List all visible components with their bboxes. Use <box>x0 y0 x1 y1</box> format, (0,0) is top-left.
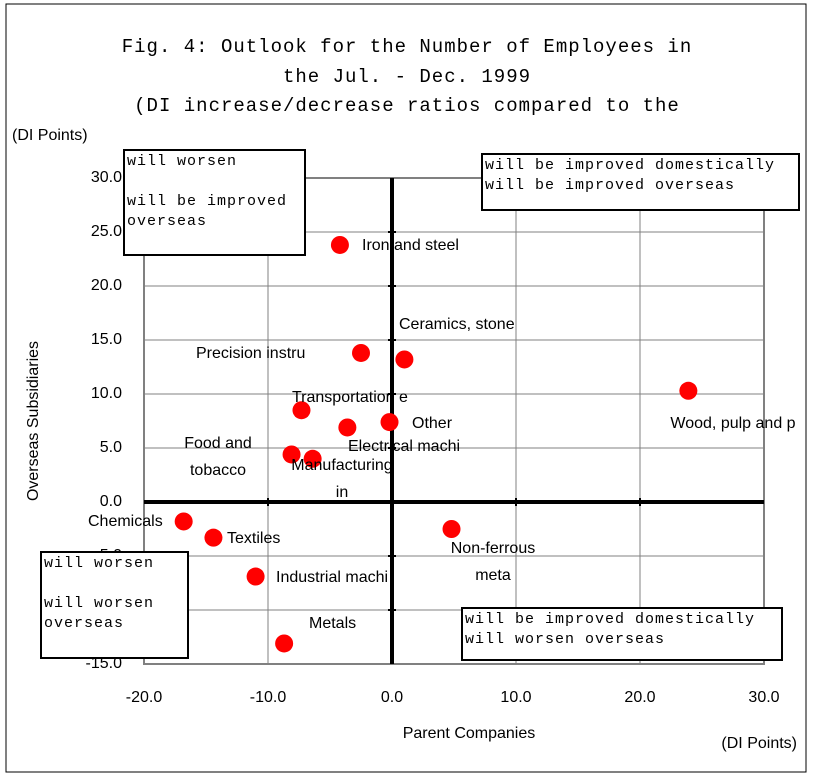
point-label: Food and tobacco <box>184 435 252 479</box>
point-label: Iron and steel <box>362 237 459 254</box>
point-label: Industrial machi <box>276 569 389 586</box>
chart-title: Fig. 4: Outlook for the Number of Employ… <box>122 36 693 58</box>
chart-title: (DI increase/decrease ratios compared to… <box>134 95 680 117</box>
point-label: Ceramics, stone <box>399 316 515 333</box>
x-tick-label: -20.0 <box>126 689 163 706</box>
point <box>679 381 698 400</box>
point-label: Precision instru <box>196 345 306 362</box>
frame <box>5 3 807 773</box>
plot-border <box>143 177 765 665</box>
x-unit: (DI Points) <box>721 735 797 752</box>
x-tick-label: 20.0 <box>624 689 655 706</box>
y-tick-label: 15.0 <box>91 331 122 348</box>
y-tick-label: 30.0 <box>91 169 122 186</box>
quadrant-text: will be improved domestically <box>465 611 756 628</box>
point-label: Chemicals <box>88 513 163 530</box>
point-label: Other <box>412 415 453 432</box>
chart-title: the Jul. - Dec. 1999 <box>283 66 531 88</box>
point-label: Manufacturing in <box>291 457 393 501</box>
point <box>246 567 265 586</box>
y-tick-label: 25.0 <box>91 223 122 240</box>
point-label: Metals <box>309 615 357 632</box>
y-tick-label: 5.0 <box>100 439 122 456</box>
x-tick-label: -10.0 <box>250 689 287 706</box>
point <box>442 520 461 538</box>
x-tick-label: 10.0 <box>500 689 531 706</box>
point-label: Non-ferrous meta <box>450 540 536 584</box>
quadrant-text: will worsen <box>127 153 238 170</box>
y-tick-label: -15.0 <box>86 655 123 672</box>
quadrant-box: will be improved domestically will be imp… <box>481 153 800 211</box>
quadrant-text: will be improved domestically <box>485 157 776 174</box>
point-label: Electrical machi <box>348 438 461 455</box>
point <box>292 401 311 420</box>
y-tick-label: 20.0 <box>91 277 122 294</box>
x-tick-label: 0.0 <box>381 689 403 706</box>
x-tick-label: 30.0 <box>748 689 779 706</box>
quadrant-text: will worsen <box>44 555 155 572</box>
quadrant-text: will be improved overseas <box>485 177 736 194</box>
point <box>380 413 399 432</box>
quadrant-box: will worsen will be improved overseas <box>123 149 306 256</box>
quadrant-box: will be improved domestically will worsen… <box>461 607 783 661</box>
y-tick-label: 0.0 <box>100 493 122 510</box>
quadrant-text: will worsen overseas <box>465 631 666 648</box>
quadrant-text: overseas <box>44 615 125 632</box>
point <box>352 343 370 362</box>
quadrant-text: overseas <box>127 213 208 230</box>
quadrant-text: will worsen <box>44 595 155 612</box>
point <box>275 634 294 653</box>
quadrant-box: will worsen will worsen overseas <box>40 551 189 659</box>
point-label: Transportation e <box>292 389 408 406</box>
point <box>338 418 357 437</box>
point <box>174 512 193 531</box>
y-tick-label: 10.0 <box>91 385 122 402</box>
x-axis-label: Parent Companies <box>403 725 536 742</box>
point-label: Wood, pulp and p <box>670 415 796 432</box>
y-unit: (DI Points) <box>12 127 88 144</box>
point <box>204 528 223 547</box>
point-label: Textiles <box>227 530 281 547</box>
point <box>282 445 301 464</box>
quadrant-text: will be improved <box>127 193 288 210</box>
point <box>303 449 322 468</box>
point <box>395 350 414 369</box>
y-axis-label: Overseas Subsidiaries <box>25 341 42 501</box>
point <box>330 235 349 254</box>
